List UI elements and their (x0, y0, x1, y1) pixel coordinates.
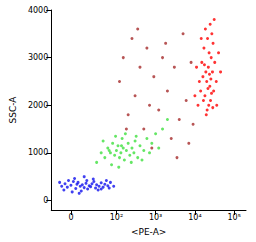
svg-text:2000: 2000 (28, 101, 48, 110)
svg-text:4000: 4000 (28, 6, 48, 15)
svg-text:SSC-A: SSC-A (8, 96, 18, 124)
svg-text:0: 0 (43, 196, 48, 205)
svg-text:<PE-A>: <PE-A> (131, 227, 166, 237)
svg-text:1000: 1000 (28, 148, 48, 157)
svg-text:10⁴: 10⁴ (188, 213, 201, 222)
svg-text:10³: 10³ (149, 213, 162, 222)
svg-text:10²: 10² (110, 213, 123, 222)
svg-text:10⁵: 10⁵ (227, 213, 240, 222)
svg-text:0: 0 (68, 213, 73, 222)
svg-text:3000: 3000 (28, 53, 48, 62)
